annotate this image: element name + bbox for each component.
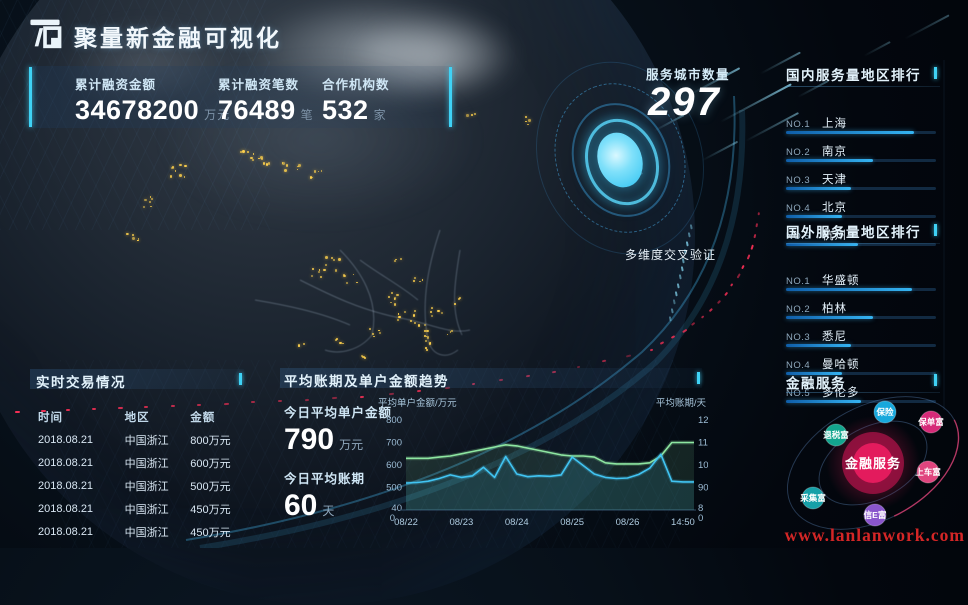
stat-partner-institutions: 合作机构数 532 家 [322,78,390,125]
cross-validation-label: 多维度交叉验证 [625,248,717,262]
service-node: 上车富 [915,460,941,484]
svg-text:08/22: 08/22 [394,517,418,528]
service-node: 保单富 [917,410,944,434]
svg-text:08/25: 08/25 [560,517,584,528]
svg-text:100: 100 [698,460,708,471]
panel-title: 平均账期及单户金额趋势 [284,374,449,389]
svg-text:120: 120 [698,415,708,426]
rank-list: NO.1 华盛顿 NO.2 柏林 NO.3 悉尼 NO.4 曼哈顿 NO.5 多伦多 [786,272,944,403]
rank-item: NO.5 杭州 [786,227,944,246]
panel-transactions: 实时交易情况 时间 地区 金额 2018.08.21 中国浙江 800万元 2018… [30,369,245,543]
accent-tick [239,373,242,385]
stat-total-financing-amount: 累计融资金额 34678200 万元 [75,78,231,125]
panel-title: 金融服务 [786,376,846,391]
rank-item: NO.3 悉尼 [786,328,944,347]
trend-chart-svg: 平均单户金额/万元平均账期/天8007006005004001201101009… [378,397,714,528]
table-row: 2018.08.21 中国浙江 450万元 [38,502,231,516]
rank-bar [786,187,936,190]
svg-text:采集富: 采集富 [799,493,826,503]
accent-tick [697,372,700,384]
svg-text:0: 0 [698,513,703,524]
rank-bar [786,400,936,403]
svg-text:110: 110 [698,438,708,449]
svg-text:08/26: 08/26 [616,517,640,528]
service-node: 退税富 [823,423,849,447]
service-node: 采集富 [799,486,826,510]
svg-text:08/23: 08/23 [449,517,473,528]
cloud-decoration [350,15,520,100]
rank-bar [786,131,936,134]
watermark: www.lanlanwork.com [784,525,965,545]
accent-tick [934,224,937,236]
rank-bar [786,372,936,375]
rank-bar [786,288,936,291]
service-cities-value: 297 [648,80,721,124]
accent-tick [449,67,452,127]
svg-text:500: 500 [386,483,402,494]
rank-bar [786,316,936,319]
svg-text:600: 600 [386,460,402,471]
service-node: 保险 [873,400,897,424]
page-title: 聚量新金融可视化 [74,25,282,51]
rank-item: NO.1 华盛顿 [786,272,944,291]
today-avg-amount: 今日平均单户金额 790 万元 [284,406,393,456]
rank-bar [786,243,936,246]
panel-trend: 平均账期及单户金额趋势 今日平均单户金额 790 万元 今日平均账期 60 天 [280,368,705,522]
svg-text:14:50: 14:50 [671,517,695,528]
svg-text:08/24: 08/24 [505,517,529,528]
rank-item: NO.2 柏林 [786,300,944,319]
accent-tick [934,374,937,386]
svg-text:信E富: 信E富 [864,510,887,520]
panel-foreign-rank: 国外服务量地区排行 NO.1 华盛顿 NO.2 柏林 NO.3 悉尼 NO.4 曼哈顿 … [786,221,944,412]
rank-item: NO.5 多伦多 [786,384,944,403]
rank-item: NO.2 南京 [786,143,944,162]
finance-diagram-svg: 金融服务 保险 保单富 退税富 上车富 采集富 信E富 [786,395,960,531]
rank-bar [786,159,936,162]
svg-text:90: 90 [698,483,708,494]
table-row: 2018.08.21 中国浙江 800万元 [38,434,231,448]
svg-text:0: 0 [390,513,395,524]
panel-title: 国内服务量地区排行 [786,68,921,83]
accent-tick [934,67,937,79]
svg-text:平均单户金额/万元: 平均单户金额/万元 [378,397,457,409]
svg-text:平均账期/天: 平均账期/天 [656,397,707,409]
cloud-decoration [160,55,480,225]
table-row: 2018.08.21 中国浙江 450万元 [38,525,231,539]
rank-list: NO.1 上海 NO.2 南京 NO.3 天津 NO.4 北京 NO.5 杭州 [786,115,944,246]
finance-services-diagram: 金融服务 保险 保单富 退税富 上车富 采集富 信E富 [780,390,966,548]
panel-finance-services: 金融服务 [786,372,944,393]
stats-band: 累计融资金额 34678200 万元 累计融资笔数 76489 笔 合作机构数 53… [29,66,452,128]
svg-text:40: 40 [391,503,402,514]
rank-item: NO.4 北京 [786,199,944,218]
table-row: 2018.08.21 中国浙江 500万元 [38,479,231,493]
rank-bar [786,344,936,347]
svg-text:上车富: 上车富 [915,467,941,477]
cloud-decoration [60,22,230,107]
rank-item: NO.3 天津 [786,171,944,190]
service-node: 信E富 [863,503,887,527]
rank-item: NO.4 曼哈顿 [786,356,944,375]
svg-text:退税富: 退税富 [823,430,849,440]
rank-bar [786,215,936,218]
table-row: 2018.08.21 中国浙江 600万元 [38,457,231,471]
svg-text:保险: 保险 [875,407,894,417]
svg-text:金融服务: 金融服务 [844,456,901,471]
panel-domestic-rank: 国内服务量地区排行 NO.1 上海 NO.2 南京 NO.3 天津 NO.4 北京 NO… [786,64,944,255]
panel-title: 实时交易情况 [36,375,126,390]
accent-tick [29,67,32,127]
trend-line-chart: 平均单户金额/万元平均账期/天8007006005004001201101009… [376,394,714,536]
stat-total-financing-count: 累计融资笔数 76489 笔 [218,78,314,125]
logo-icon [30,19,62,49]
table-body: 2018.08.21 中国浙江 800万元 2018.08.21 中国浙江 600万元 … [38,429,245,543]
rank-item: NO.1 上海 [786,115,944,134]
today-avg-period: 今日平均账期 60 天 [284,472,366,522]
table-header: 时间 地区 金额 [38,412,216,424]
svg-text:保单富: 保单富 [917,417,944,427]
svg-text:8: 8 [698,503,703,514]
svg-text:800: 800 [386,415,402,426]
panel-title: 国外服务量地区排行 [786,225,921,240]
svg-text:700: 700 [386,438,402,449]
